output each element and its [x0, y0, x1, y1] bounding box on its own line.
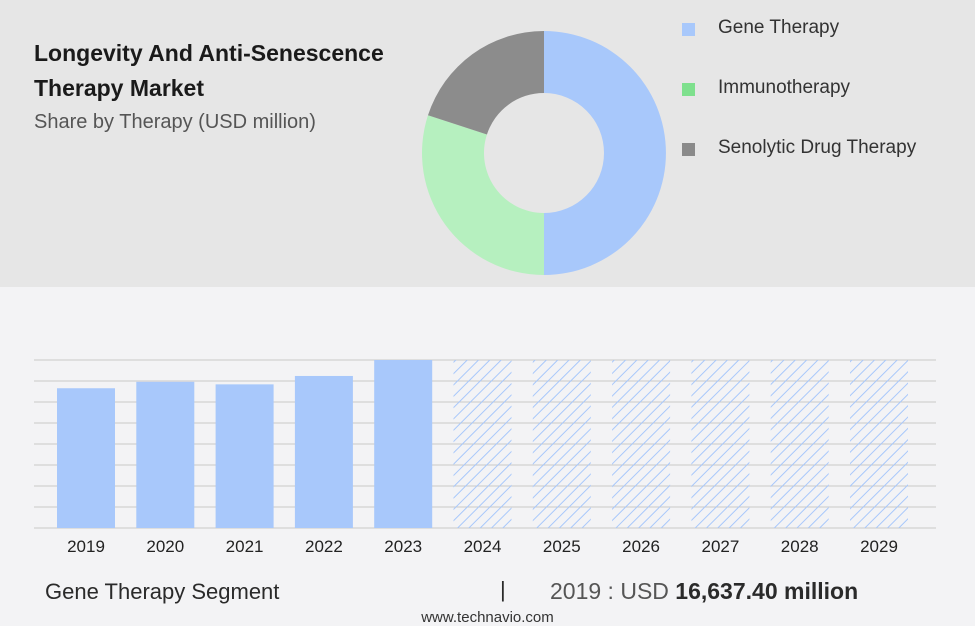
legend-swatch — [682, 23, 695, 36]
donut-slice-senolytic-drug-therapy — [427, 31, 544, 135]
legend-item-gene-therapy: Gene Therapy — [682, 14, 972, 44]
segment-value: 2019 : USD 16,637.40 million — [550, 578, 858, 605]
bar-2023 — [374, 360, 433, 528]
tick-label-2029: 2029 — [860, 537, 898, 556]
tick-label-2028: 2028 — [781, 537, 819, 556]
tick-label-2020: 2020 — [146, 537, 184, 556]
legend-label: Gene Therapy — [718, 17, 840, 38]
donut-slice-gene-therapy — [544, 31, 666, 275]
bar-2027 — [691, 360, 750, 528]
tick-label-2022: 2022 — [305, 537, 343, 556]
bar-2021 — [215, 384, 274, 528]
watermark: www.technavio.com — [421, 609, 554, 626]
tick-label-2023: 2023 — [384, 537, 422, 556]
tick-label-2019: 2019 — [67, 537, 105, 556]
bar-2024 — [453, 360, 512, 528]
legend-swatch — [682, 83, 695, 96]
bar-2022 — [294, 375, 353, 528]
bar-2029 — [850, 360, 908, 528]
legend-swatch — [682, 143, 695, 156]
legend-item-senolytic: Senolytic Drug Therapy — [682, 134, 972, 164]
legend: Gene Therapy Immunotherapy Senolytic Dru… — [682, 14, 972, 194]
legend-item-immunotherapy: Immunotherapy — [682, 74, 972, 104]
chart-subtitle: Share by Therapy (USD million) — [34, 111, 316, 133]
segment-label: Gene Therapy Segment — [45, 579, 280, 604]
tick-label-2021: 2021 — [226, 537, 264, 556]
donut-chart — [421, 31, 666, 275]
bar-chart: 2019 2020 2021 2022 2023 2024 2025 2026 2027 2028… — [34, 359, 936, 556]
tick-label-2024: 2024 — [464, 537, 502, 556]
donut-slice-immunotherapy — [421, 115, 544, 275]
legend-label: Senolytic Drug Therapy — [718, 137, 917, 158]
tick-label-2027: 2027 — [701, 537, 739, 556]
chart-title: Longevity And Anti-Senescence Therapy Ma… — [34, 40, 384, 101]
bar-2019 — [57, 388, 115, 528]
segment-value-prefix: 2019 : USD — [550, 578, 669, 604]
bar-2028 — [770, 360, 829, 528]
bar-2026 — [612, 360, 671, 528]
tick-label-2025: 2025 — [543, 537, 581, 556]
bar-2020 — [136, 381, 195, 528]
footer-separator: | — [500, 577, 506, 602]
segment-value-amount: 16,637.40 million — [675, 578, 859, 604]
tick-label-2026: 2026 — [622, 537, 660, 556]
legend-label: Immunotherapy — [718, 77, 851, 98]
bar-2025 — [532, 360, 591, 528]
